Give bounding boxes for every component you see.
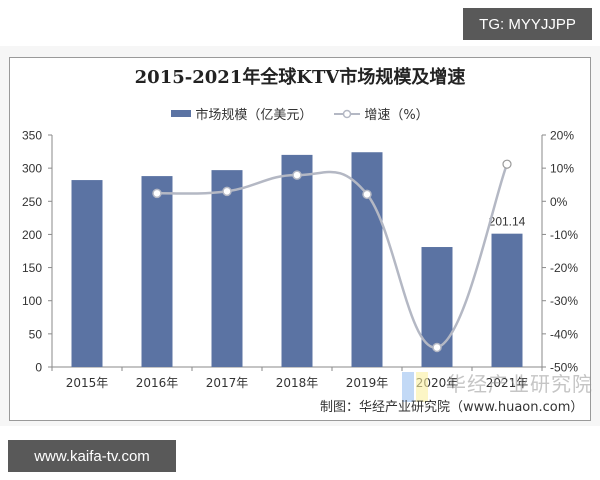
svg-text:350: 350 [22, 129, 42, 143]
svg-text:200: 200 [22, 228, 42, 242]
svg-text:-30%: -30% [550, 294, 578, 308]
svg-text:2018年: 2018年 [276, 376, 319, 390]
svg-text:300: 300 [22, 162, 42, 176]
svg-text:2021年: 2021年 [486, 376, 529, 390]
chart-legend: 市场规模（亿美元） 增速（%） [0, 104, 600, 123]
legend-item-market-size: 市场规模（亿美元） [171, 104, 312, 123]
watermark-logo-yellow [416, 372, 428, 402]
svg-text:150: 150 [22, 261, 42, 275]
svg-text:50: 50 [29, 327, 43, 341]
svg-text:2015年: 2015年 [66, 376, 109, 390]
overlay-watermark: 华经产业研究院 [446, 372, 593, 396]
legend-item-growth: 增速（%） [334, 104, 429, 123]
svg-text:10%: 10% [550, 162, 574, 176]
bar [71, 180, 103, 367]
bar [351, 152, 383, 367]
svg-text:201.14: 201.14 [489, 215, 526, 229]
bar [141, 176, 173, 367]
watermark-logo-blue [402, 372, 414, 402]
chart-title: 2015-2021年全球KTV市场规模及增速 [134, 67, 466, 88]
chart-credit: 制图：华经产业研究院（www.huaon.com） [320, 400, 584, 415]
watermark-bottom-tag: www.kaifa-tv.com [8, 440, 176, 472]
bar [211, 170, 243, 367]
bar [491, 233, 523, 367]
legend-label: 市场规模（亿美元） [195, 108, 313, 123]
svg-text:100: 100 [22, 294, 42, 308]
svg-text:-10%: -10% [550, 228, 578, 242]
svg-text:0: 0 [35, 361, 42, 375]
svg-text:-40%: -40% [550, 327, 578, 341]
svg-text:2019年: 2019年 [346, 376, 389, 390]
watermark-top-tag: TG: MYYJJPP [463, 8, 592, 40]
svg-text:0%: 0% [550, 195, 568, 209]
legend-label: 增速（%） [364, 108, 429, 123]
bar-swatch-icon [171, 110, 192, 117]
svg-text:-20%: -20% [550, 261, 578, 275]
svg-text:-50%: -50% [550, 361, 578, 375]
svg-text:2017年: 2017年 [206, 376, 249, 390]
line-marker-icon [334, 109, 361, 118]
svg-text:2016年: 2016年 [136, 376, 179, 390]
svg-text:20%: 20% [550, 129, 574, 143]
bar [281, 154, 313, 367]
svg-text:250: 250 [22, 195, 42, 209]
